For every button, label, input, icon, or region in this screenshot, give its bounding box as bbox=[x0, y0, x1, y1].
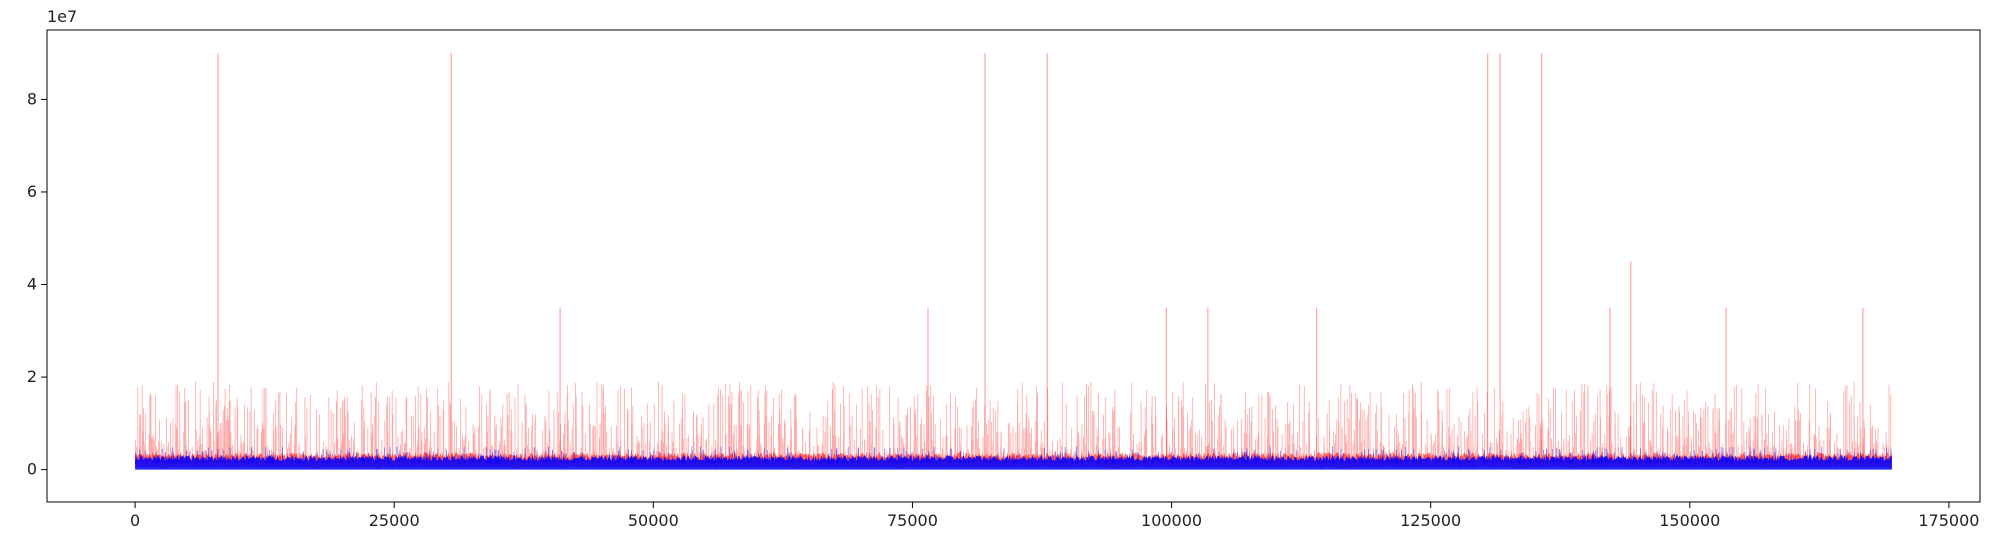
y-tick-label: 0 bbox=[27, 460, 37, 479]
x-tick-label: 50000 bbox=[628, 511, 679, 530]
plot-frame bbox=[46, 29, 1981, 503]
series-red bbox=[135, 53, 1892, 469]
y-tick-label: 6 bbox=[27, 182, 37, 201]
y-scale-label: 1e7 bbox=[47, 7, 77, 26]
x-tick-label: 150000 bbox=[1659, 511, 1720, 530]
x-tick-label: 0 bbox=[130, 511, 140, 530]
x-tick-label: 125000 bbox=[1400, 511, 1461, 530]
y-tick-label: 4 bbox=[27, 275, 37, 294]
x-tick-label: 25000 bbox=[369, 511, 420, 530]
series-blue bbox=[134, 446, 1892, 470]
axes-layer: 0 25000 50000 75000 100000 125000 150000 175000… bbox=[27, 29, 1981, 530]
series-layer bbox=[134, 53, 1892, 470]
series-red-noise bbox=[135, 381, 1892, 463]
series-blue-noise bbox=[134, 446, 1892, 464]
x-tick-label: 100000 bbox=[1141, 511, 1202, 530]
y-tick-label: 2 bbox=[27, 367, 37, 386]
x-tick-label: 75000 bbox=[887, 511, 938, 530]
y-tick-label: 8 bbox=[27, 89, 37, 108]
x-tick-label: 175000 bbox=[1918, 511, 1979, 530]
